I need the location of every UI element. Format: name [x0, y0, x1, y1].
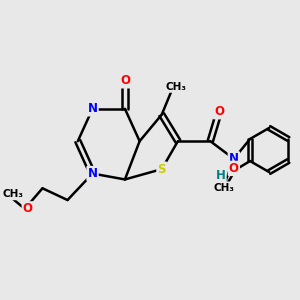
Text: H: H: [216, 169, 226, 182]
Text: S: S: [158, 163, 166, 176]
Text: O: O: [23, 202, 33, 215]
Text: CH₃: CH₃: [2, 189, 23, 199]
Text: O: O: [214, 105, 224, 118]
Text: N: N: [229, 152, 239, 165]
Text: O: O: [120, 74, 130, 87]
Text: N: N: [88, 102, 98, 115]
Text: CH₃: CH₃: [213, 182, 234, 193]
Text: N: N: [88, 167, 98, 180]
Text: CH₃: CH₃: [166, 82, 187, 92]
Text: O: O: [229, 162, 239, 175]
